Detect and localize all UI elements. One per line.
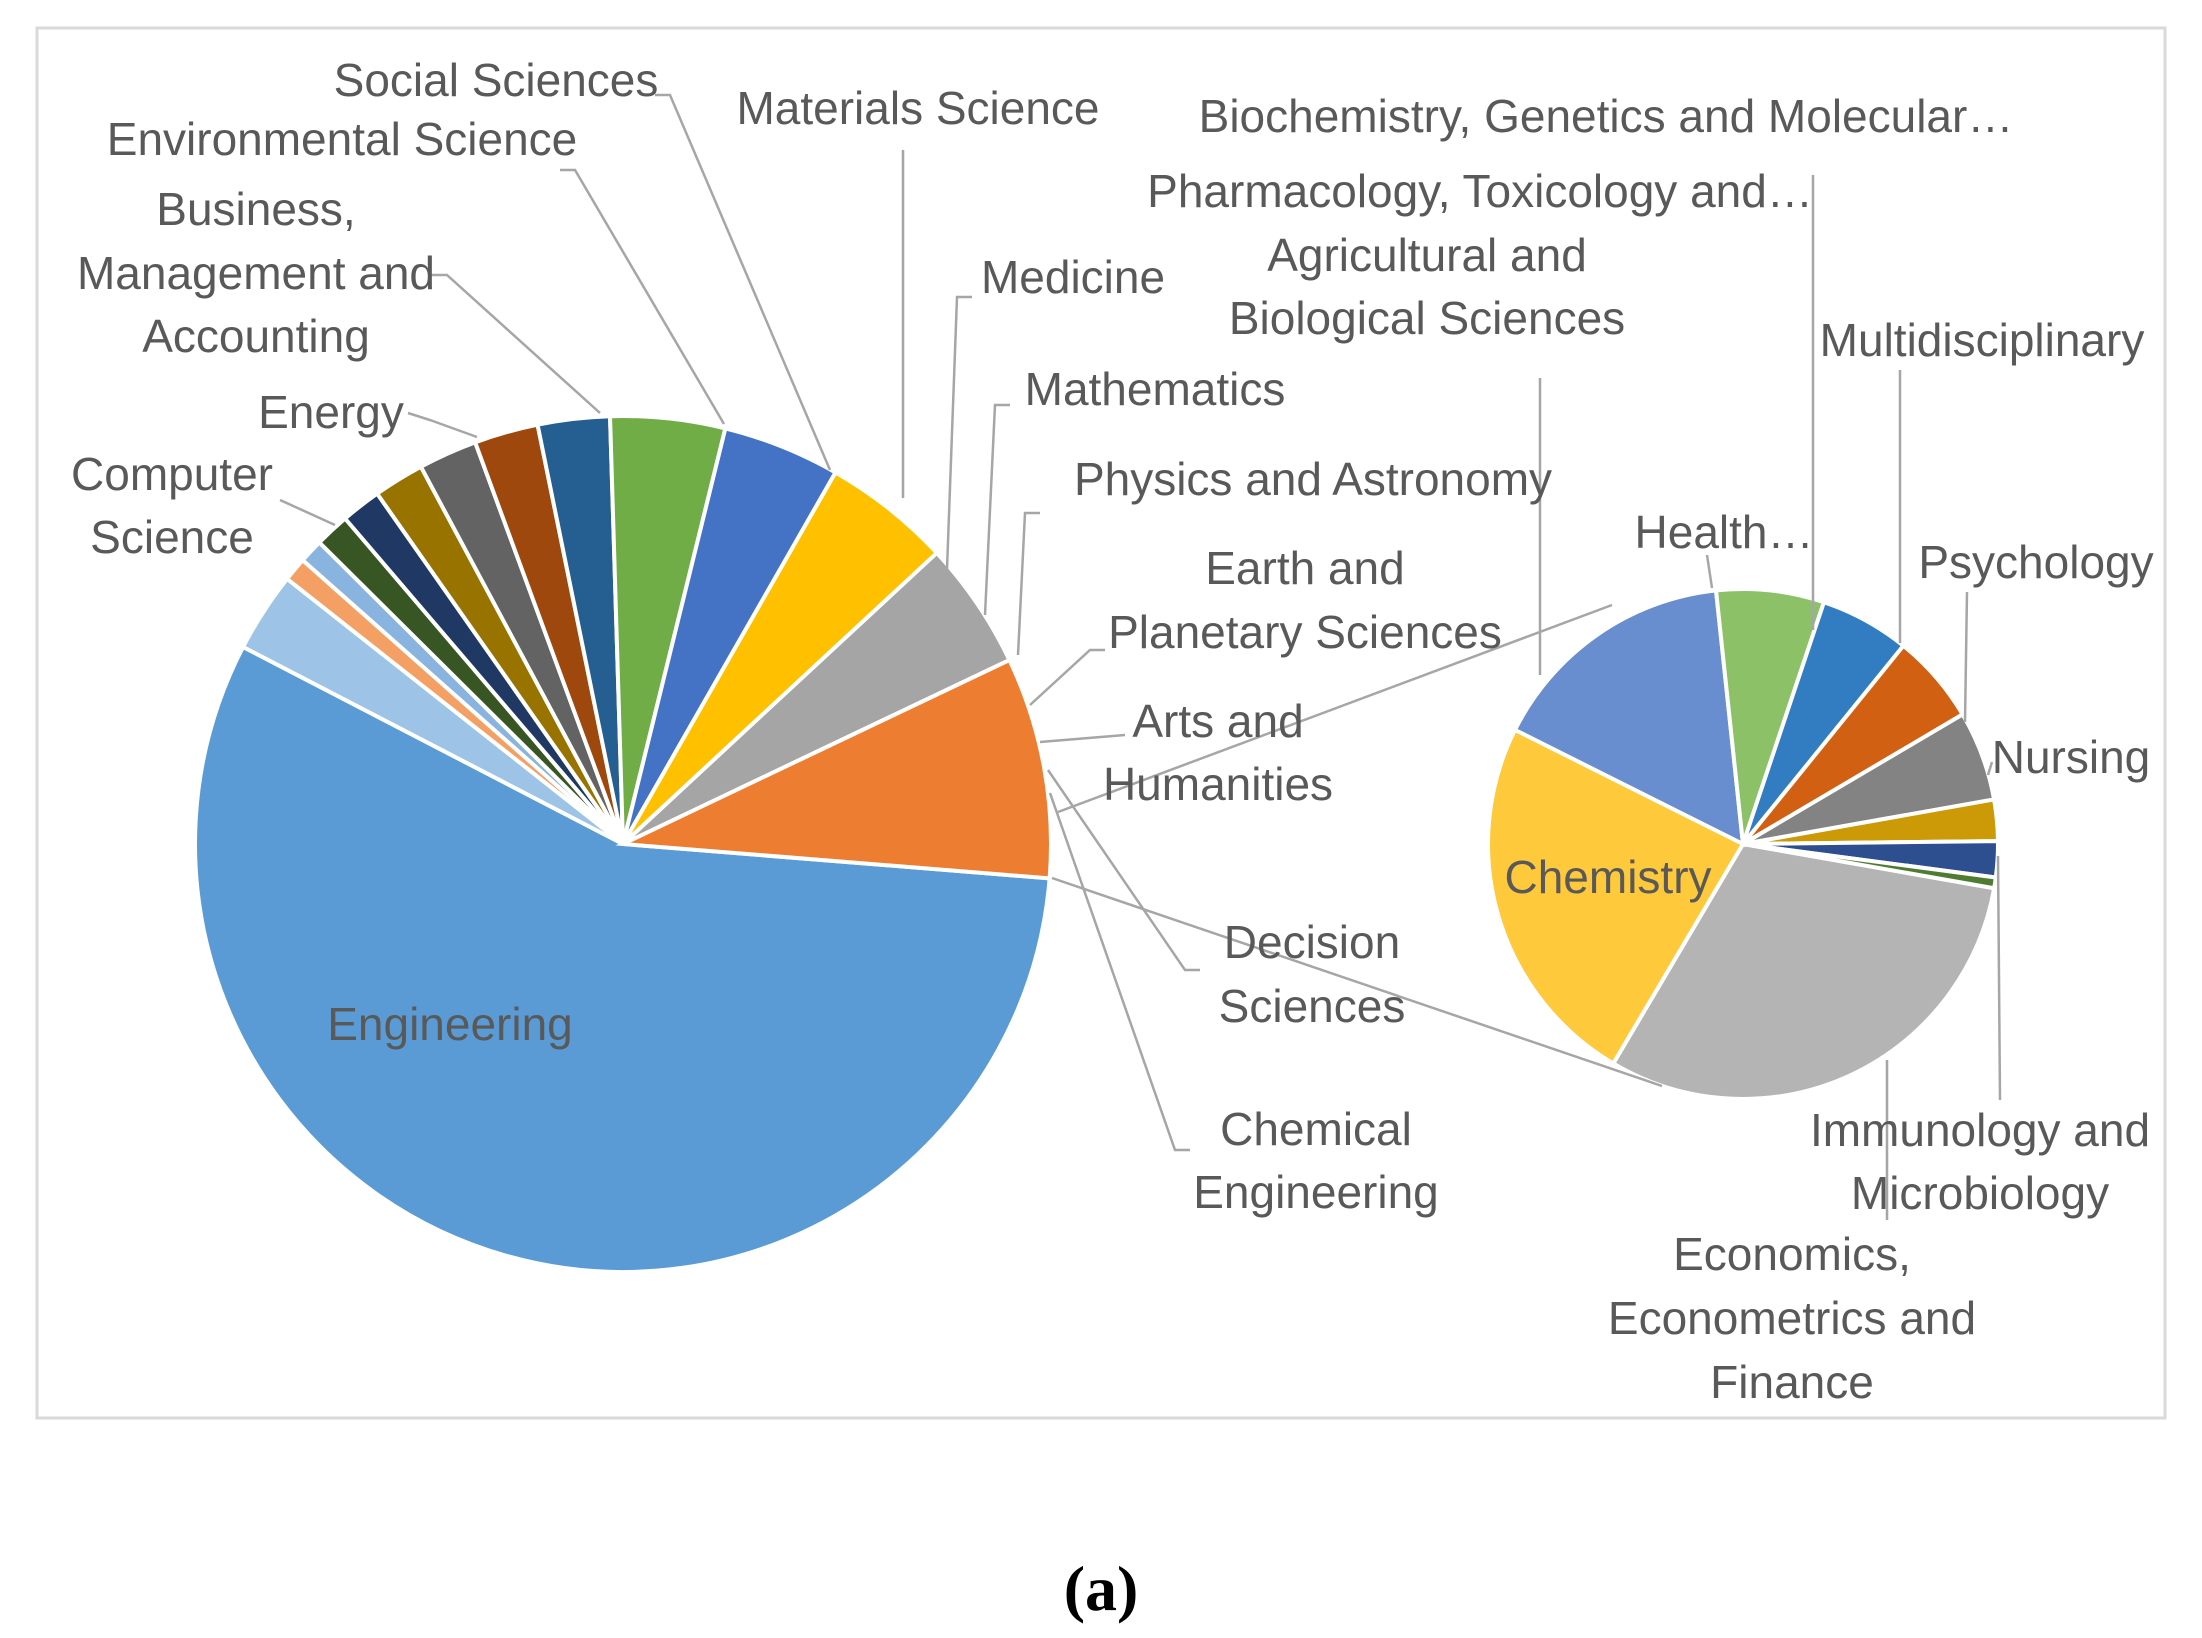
secondary-slice-immunology-and-microbiology bbox=[1742, 842, 1999, 891]
secondary-pie bbox=[1485, 587, 2001, 1101]
label-business-line3: Accounting bbox=[142, 310, 370, 362]
figure-caption: (a) bbox=[1064, 1553, 1139, 1624]
label-business-line2: Management and bbox=[77, 247, 435, 299]
leader-business bbox=[430, 273, 601, 414]
label-economics-line1: Economics, bbox=[1673, 1228, 1911, 1280]
label-social-sciences: Social Sciences bbox=[334, 54, 659, 106]
label-economics-line2: Econometrics and bbox=[1608, 1292, 1976, 1344]
leader-physics bbox=[1016, 511, 1040, 656]
label-decision-line2: Sciences bbox=[1219, 980, 1406, 1032]
label-immunology-line1: Immunology and bbox=[1810, 1104, 2150, 1156]
secondary-slice-economics-econometrics-and-finance bbox=[1610, 841, 1997, 1101]
leader-immunology bbox=[1996, 855, 2002, 1101]
leader-social bbox=[655, 93, 832, 471]
label-chemical-eng-line1: Chemical bbox=[1220, 1103, 1412, 1155]
label-computer-science-line2: Science bbox=[90, 511, 254, 563]
label-medicine: Medicine bbox=[981, 251, 1165, 303]
label-psychology: Psychology bbox=[1918, 536, 2153, 588]
leader-energy bbox=[407, 411, 478, 439]
leader-computer-science bbox=[279, 498, 336, 527]
label-energy: Energy bbox=[258, 386, 404, 438]
label-engineering: Engineering bbox=[327, 998, 573, 1050]
leader-decision bbox=[1046, 769, 1200, 972]
label-materials-science: Materials Science bbox=[736, 82, 1099, 134]
label-nursing: Nursing bbox=[1992, 731, 2151, 783]
leader-earth bbox=[1029, 648, 1105, 706]
connector-line-top bbox=[1057, 603, 1613, 814]
label-economics-line3: Finance bbox=[1710, 1356, 1874, 1408]
secondary-slice-agricultural-and-biological-sciences bbox=[1512, 588, 1746, 848]
leader-arts bbox=[1039, 733, 1126, 744]
main-slice-computer-science bbox=[615, 657, 1053, 881]
main-slice-engineering bbox=[193, 644, 1052, 1274]
label-earth-line1: Earth and bbox=[1205, 542, 1404, 594]
label-earth-line2: Planetary Sciences bbox=[1108, 606, 1502, 658]
label-arts-line2: Humanities bbox=[1103, 758, 1333, 810]
secondary-slice-health bbox=[1713, 587, 1827, 845]
leader-mathematics bbox=[983, 403, 1010, 616]
label-pharmacology: Pharmacology, Toxicology and… bbox=[1147, 165, 1813, 217]
label-multidisciplinary: Multidisciplinary bbox=[1820, 314, 2145, 366]
leader-nursing bbox=[1986, 761, 1994, 776]
label-chemical-eng-line2: Engineering bbox=[1193, 1166, 1439, 1218]
label-immunology-line2: Microbiology bbox=[1851, 1167, 2109, 1219]
leader-psychology bbox=[1963, 591, 1969, 723]
label-mathematics: Mathematics bbox=[1025, 363, 1286, 415]
main-pie bbox=[193, 414, 1053, 1274]
label-agricultural-line2: Biological Sciences bbox=[1229, 292, 1625, 344]
label-decision-line1: Decision bbox=[1224, 916, 1400, 968]
label-environmental-science: Environmental Science bbox=[107, 113, 577, 165]
label-chemistry: Chemistry bbox=[1504, 851, 1711, 903]
label-business-line1: Business, bbox=[156, 183, 355, 235]
leader-health bbox=[1705, 554, 1714, 589]
leader-chemical-eng bbox=[1048, 792, 1190, 1152]
leader-lines bbox=[279, 93, 2002, 1220]
label-computer-science-line1: Computer bbox=[71, 448, 273, 500]
label-biochemistry: Biochemistry, Genetics and Molecular… bbox=[1199, 90, 2014, 142]
leader-environmental bbox=[560, 168, 726, 425]
label-agricultural-line1: Agricultural and bbox=[1267, 229, 1587, 281]
leader-medicine bbox=[945, 295, 972, 570]
label-health: Health… bbox=[1635, 506, 1814, 558]
label-physics-astronomy: Physics and Astronomy bbox=[1074, 453, 1552, 505]
label-arts-line1: Arts and bbox=[1132, 695, 1303, 747]
connector-line-bottom bbox=[1051, 876, 1663, 1088]
